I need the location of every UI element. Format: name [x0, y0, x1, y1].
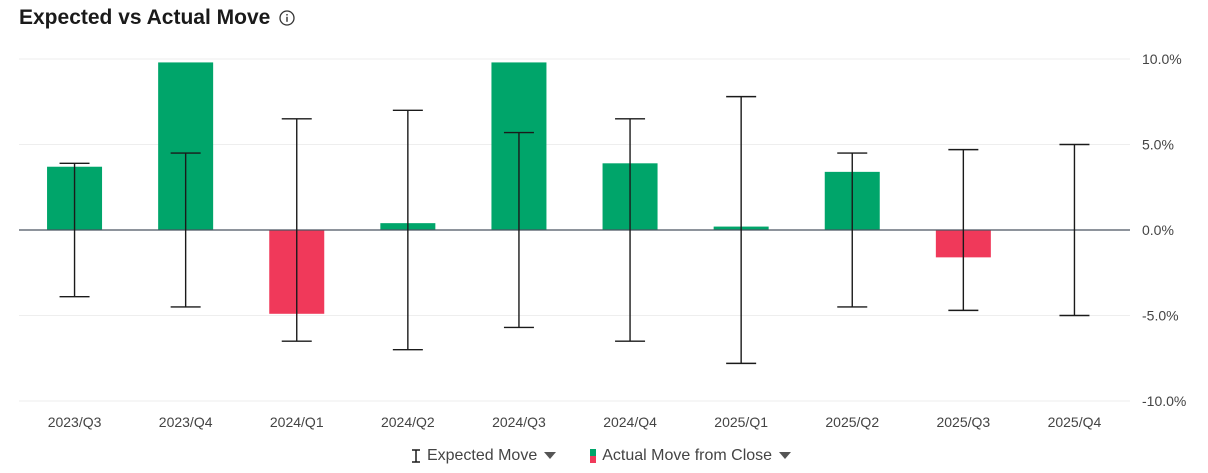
- x-tick-label: 2024/Q1: [270, 414, 324, 430]
- legend-actual-move[interactable]: Actual Move from Close: [590, 447, 797, 465]
- chart-title: Expected vs Actual Move: [19, 6, 271, 29]
- x-tick-label: 2023/Q4: [159, 414, 213, 430]
- y-tick-label: 10.0%: [1142, 51, 1182, 67]
- caret-down-icon[interactable]: [544, 452, 557, 460]
- y-tick-label: 5.0%: [1142, 137, 1174, 153]
- y-tick-label: -10.0%: [1142, 393, 1186, 409]
- chart-legend: Expected Move Actual Move from Close: [0, 447, 1208, 465]
- chart-header: Expected vs Actual Move: [19, 6, 295, 30]
- caret-down-icon[interactable]: [779, 452, 792, 460]
- legend-expected-move[interactable]: Expected Move: [411, 447, 562, 465]
- legend-actual-label: Actual Move from Close: [602, 447, 773, 464]
- legend-expected-label: Expected Move: [426, 447, 538, 464]
- y-tick-label: 0.0%: [1142, 222, 1174, 238]
- x-tick-label: 2025/Q4: [1048, 414, 1102, 430]
- x-tick-label: 2024/Q2: [381, 414, 435, 430]
- error-bar-icon: [411, 449, 420, 463]
- y-tick-label: -5.0%: [1142, 308, 1179, 324]
- actual-move-swatch-icon: [590, 449, 597, 463]
- x-tick-label: 2024/Q3: [492, 414, 546, 430]
- x-tick-label: 2024/Q4: [603, 414, 657, 430]
- x-tick-label: 2025/Q2: [825, 414, 879, 430]
- x-tick-label: 2025/Q3: [936, 414, 990, 430]
- info-icon[interactable]: [279, 10, 295, 26]
- x-tick-label: 2025/Q1: [714, 414, 768, 430]
- x-tick-label: 2023/Q3: [48, 414, 102, 430]
- chart-plot: 10.0% 5.0% 0.0% -5.0% -10.0% 2023/Q3 2023/Q4 20…: [19, 51, 1186, 430]
